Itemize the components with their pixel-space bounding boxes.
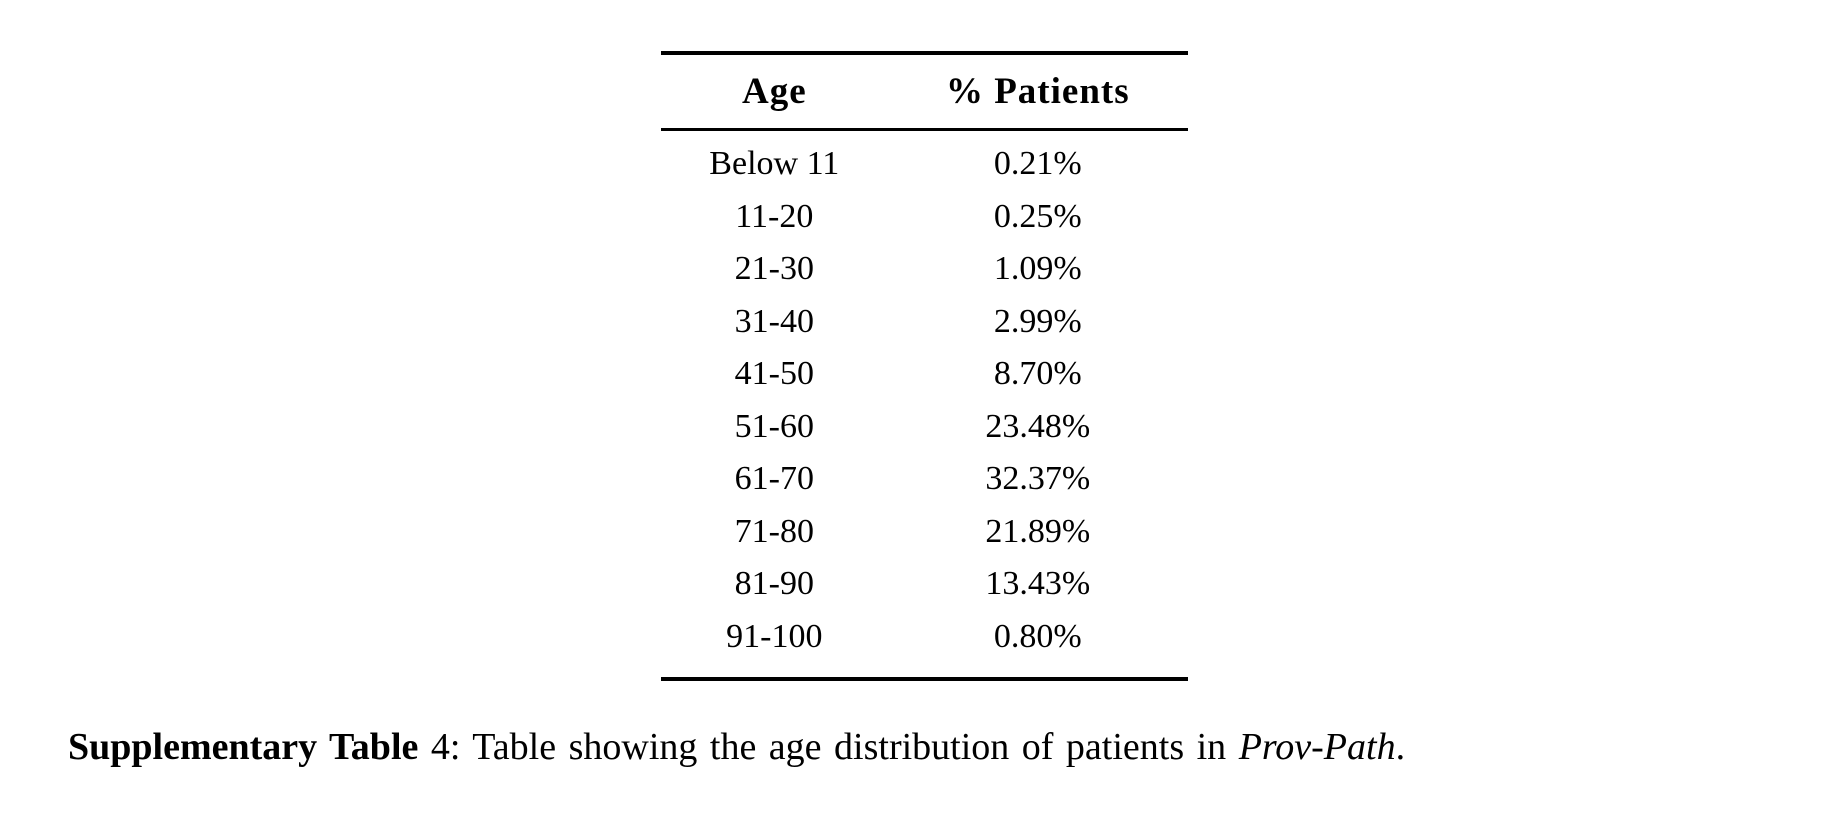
- age-cell: 41-50: [734, 355, 814, 393]
- pct-cell: 32.37%: [985, 460, 1091, 498]
- age-cell: 81-90: [734, 565, 814, 603]
- age-distribution-table: Age % Patients Below 11 0.21% 11-20 0.25…: [661, 51, 1188, 681]
- pct-cell: 2.99%: [993, 302, 1082, 340]
- caption-label: Supplementary Table: [68, 726, 419, 768]
- pct-cell: 8.70%: [993, 355, 1082, 393]
- pct-cell: 23.48%: [985, 407, 1091, 445]
- column-header-pct-patients: % Patients: [945, 71, 1130, 112]
- age-cell: 21-30: [734, 250, 814, 288]
- age-cell: 31-40: [734, 302, 814, 340]
- pct-cell: 0.21%: [993, 145, 1082, 183]
- table-header-row: Age % Patients: [661, 55, 1188, 128]
- column-header-age: Age: [741, 71, 807, 112]
- caption-body-text: Table showing the age distribution of pa…: [472, 726, 1239, 768]
- pct-cell: 21.89%: [985, 512, 1091, 550]
- table-top-rule: [661, 51, 1188, 55]
- table-row: 21-30 1.09%: [661, 243, 1188, 296]
- caption-emphasis: Prov-Path: [1238, 726, 1396, 768]
- pct-cell: 1.09%: [993, 250, 1082, 288]
- age-cell: 91-100: [726, 617, 823, 655]
- table-body: Below 11 0.21% 11-20 0.25% 21-30 1.09% 3…: [661, 131, 1188, 677]
- age-cell: 71-80: [734, 512, 814, 550]
- table-row: 91-100 0.80%: [661, 611, 1188, 664]
- table-row: Below 11 0.21%: [661, 138, 1188, 191]
- table-bottom-rule: [661, 677, 1188, 681]
- table-row: 11-20 0.25%: [661, 191, 1188, 244]
- caption-number: 4:: [418, 726, 473, 768]
- pct-cell: 0.80%: [993, 617, 1082, 655]
- table-row: 61-70 32.37%: [661, 453, 1188, 506]
- table-row: 51-60 23.48%: [661, 401, 1188, 454]
- table-row: 81-90 13.43%: [661, 558, 1188, 611]
- age-cell: 51-60: [734, 407, 814, 445]
- age-cell: 61-70: [734, 460, 814, 498]
- table-caption: Supplementary Table 4: Table showing the…: [68, 722, 1813, 772]
- table-row: 71-80 21.89%: [661, 506, 1188, 559]
- table-mid-rule: [661, 128, 1188, 131]
- pct-cell: 0.25%: [993, 197, 1082, 235]
- caption-period: .: [1395, 726, 1406, 768]
- age-cell: Below 11: [709, 145, 840, 183]
- age-cell: 11-20: [735, 197, 814, 235]
- table-row: 41-50 8.70%: [661, 348, 1188, 401]
- pct-cell: 13.43%: [985, 565, 1091, 603]
- table-row: 31-40 2.99%: [661, 296, 1188, 349]
